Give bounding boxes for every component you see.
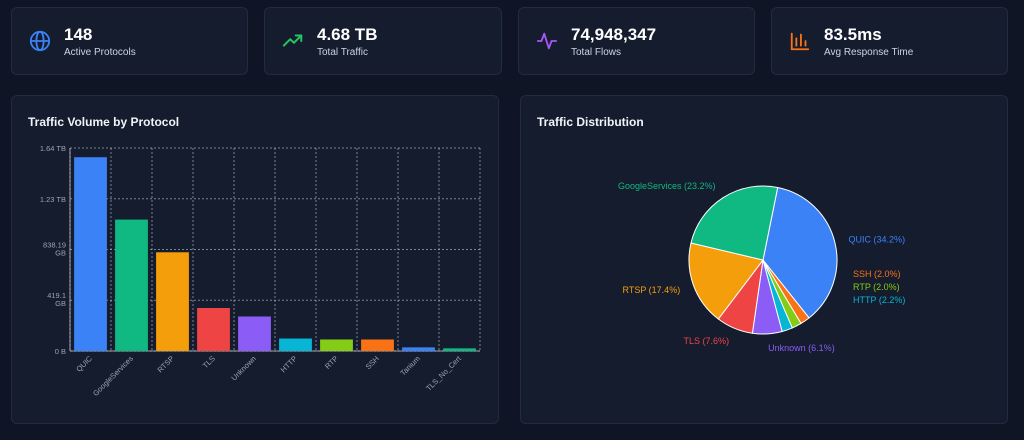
pie-label: HTTP (2.2%) — [853, 295, 905, 305]
y-tick-label: 1.23 TB — [40, 195, 66, 204]
x-tick-label: TLS — [201, 354, 217, 370]
bar-tanium[interactable] — [402, 347, 435, 351]
bar-chart-title: Traffic Volume by Protocol — [28, 115, 180, 129]
bar-unknown[interactable] — [238, 316, 271, 351]
x-tick-label: RTSP — [155, 354, 175, 374]
bar-googleservices[interactable] — [115, 219, 148, 351]
stat-value: 148 — [64, 24, 93, 44]
pie-slice-googleservices[interactable] — [690, 185, 779, 261]
bar-chart-icon — [788, 29, 812, 53]
pie-chart-title: Traffic Distribution — [537, 115, 644, 129]
bar-rtsp[interactable] — [156, 252, 189, 351]
stat-label: Total Traffic — [317, 46, 368, 58]
pie-label: QUIC (34.2%) — [849, 234, 906, 244]
bar-http[interactable] — [279, 338, 312, 351]
pie-label: Unknown (6.1%) — [768, 343, 835, 353]
y-tick-label: 419.1 GB — [47, 291, 66, 308]
globe-icon — [28, 29, 52, 53]
activity-icon — [535, 29, 559, 53]
x-tick-label: QUIC — [74, 354, 94, 374]
stat-card-response: 83.5ms Avg Response Time — [771, 7, 1008, 75]
y-tick-label: 838.19 GB — [43, 240, 66, 257]
stat-value: 4.68 TB — [317, 24, 378, 44]
bar-chart-panel: Traffic Volume by Protocol 0 B 419.1 GB 838… — [11, 95, 499, 424]
pie-label: RTSP (17.4%) — [623, 285, 681, 295]
bar-ssh[interactable] — [361, 339, 394, 351]
x-tick-label: TLS_No_Cert — [424, 353, 463, 392]
bar-tls-no-cert[interactable] — [443, 348, 476, 351]
x-tick-label: Tanium — [398, 354, 421, 377]
stat-value: 74,948,347 — [571, 24, 657, 44]
stat-card-flows: 74,948,347 Total Flows — [518, 7, 755, 75]
pie-chart-panel: Traffic Distribution QUIC (34.2%) SSH (2.… — [520, 95, 1008, 424]
y-tick-label: 1.64 TB — [40, 144, 66, 153]
x-tick-label: GoogleServices — [91, 354, 135, 398]
bar-rtp[interactable] — [320, 339, 353, 351]
x-tick-label: Unknown — [229, 354, 257, 382]
pie-slice-quic[interactable] — [762, 186, 838, 319]
stat-label: Avg Response Time — [824, 46, 914, 58]
stat-card-traffic: 4.68 TB Total Traffic — [264, 7, 502, 75]
trending-up-icon — [281, 29, 305, 53]
x-tick-label: SSH — [364, 354, 381, 371]
pie-chart: QUIC (34.2%) SSH (2.0%) RTP (2.0%) HTTP (2.… — [618, 181, 906, 353]
bar-quic[interactable] — [74, 157, 107, 351]
stat-card-protocols: 148 Active Protocols — [11, 7, 248, 75]
bar-chart: 0 B 419.1 GB 838.19 GB 1.23 TB 1.64 TB QUICGoog… — [40, 144, 481, 398]
pie-label: SSH (2.0%) — [853, 269, 901, 279]
x-tick-label: RTP — [323, 354, 340, 371]
pie-label: GoogleServices (23.2%) — [618, 181, 716, 191]
stat-label: Active Protocols — [64, 46, 136, 58]
stat-label: Total Flows — [571, 46, 622, 58]
pie-slice-rtsp[interactable] — [688, 242, 764, 320]
bar-tls[interactable] — [197, 308, 230, 351]
stat-value: 83.5ms — [824, 24, 882, 44]
pie-label: TLS (7.6%) — [684, 336, 730, 346]
y-tick-label: 0 B — [55, 347, 66, 356]
pie-label: RTP (2.0%) — [853, 282, 900, 292]
x-tick-label: HTTP — [279, 354, 299, 374]
